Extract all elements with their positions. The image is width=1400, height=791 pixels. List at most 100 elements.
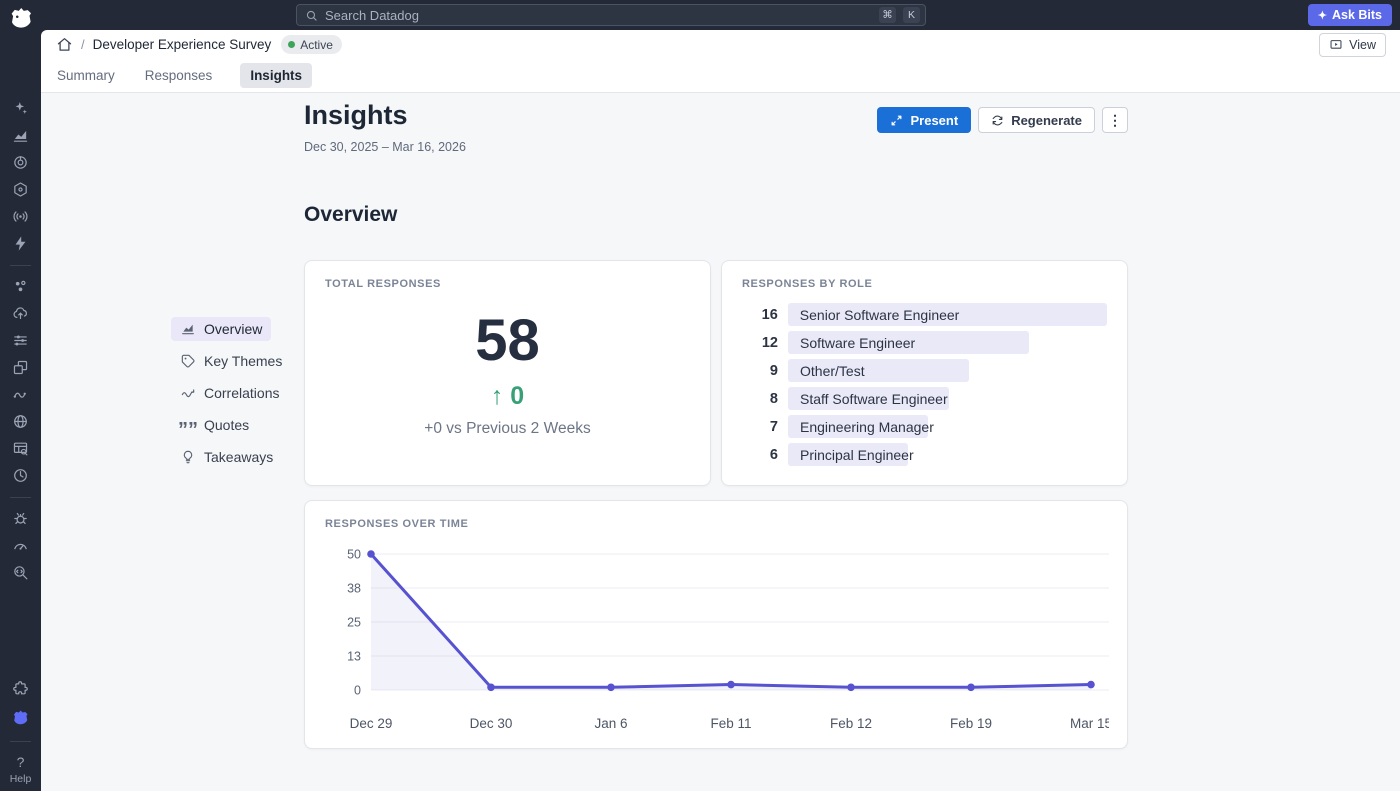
role-bar: Other/Test [788,359,969,382]
help-button[interactable]: ? Help [9,754,32,785]
home-icon[interactable] [56,36,73,53]
sparkle-icon: ✦ [1317,9,1327,22]
refresh-icon [992,115,1003,125]
content-shell: / Developer Experience Survey Active Vie… [41,30,1400,791]
overview-chart-icon [180,321,196,337]
total-responses-card: TOTAL RESPONSES 58 ↑ 0 +0 vs Previous 2 … [304,260,711,486]
compass-icon[interactable] [12,467,29,484]
role-bar: Principal Engineer [788,443,914,466]
role-bar-row: 6 Principal Engineer [742,443,1107,466]
tag-icon [180,353,196,369]
svg-text:13: 13 [347,650,361,664]
role-bar-row: 7 Engineering Manager [742,415,1107,438]
main-panel: Insights Dec 30, 2025 – Mar 16, 2026 Pre… [41,92,1400,791]
role-count: 6 [769,446,778,463]
kebab-icon: ⋮ [1108,111,1122,128]
role-bar-row: 12 Software Engineer [742,331,1107,354]
ask-bits-button[interactable]: ✦ Ask Bits [1307,4,1392,26]
role-count: 7 [769,418,778,435]
datadog-active-icon[interactable] [10,707,31,728]
view-button[interactable]: View [1319,32,1386,57]
gauge-icon[interactable] [12,537,29,554]
quotes-icon: ”” [178,419,198,441]
breadcrumb: / Developer Experience Survey Active Vie… [41,30,1400,59]
cloud-icon[interactable] [12,305,29,322]
nav-item-takeaways[interactable]: Takeaways [171,445,282,469]
code-search-icon[interactable] [12,564,29,581]
total-responses-value: 58 [475,308,540,373]
rail-divider [10,265,31,266]
svg-text:38: 38 [347,582,361,596]
role-bar: Staff Software Engineer [788,387,949,410]
present-button[interactable]: Present [877,107,972,133]
card-label: RESPONSES OVER TIME [325,518,469,530]
question-icon: ? [16,754,25,770]
role-bar-row: 16 Senior Software Engineer [742,303,1107,326]
card-label: RESPONSES BY ROLE [742,278,873,290]
nav-item-key-themes[interactable]: Key Themes [171,349,291,373]
svg-text:Dec 29: Dec 29 [350,716,393,731]
sliders-icon[interactable] [12,332,29,349]
breadcrumb-separator: / [81,37,85,52]
windows-icon[interactable] [12,359,29,376]
role-bar-chart: 16 Senior Software Engineer 12 Software Eng… [742,303,1107,466]
card-label: TOTAL RESPONSES [325,278,441,290]
date-range: Dec 30, 2025 – Mar 16, 2026 [304,140,466,154]
nav-item-quotes[interactable]: ”” Quotes [178,417,250,441]
rail-divider [10,741,31,742]
responses-over-time-card: RESPONSES OVER TIME 50 38 25 13 0 Dec 29 Dec 3… [304,500,1128,749]
status-dot-icon [288,41,296,48]
signal-icon[interactable] [12,208,29,225]
k-keycap: K [903,7,920,23]
nav-item-correlations[interactable]: Correlations [171,381,288,405]
svg-text:Dec 30: Dec 30 [470,716,513,731]
role-count: 8 [769,390,778,407]
target-icon[interactable] [12,154,29,171]
bolt-icon[interactable] [12,235,29,252]
datadog-logo[interactable] [6,3,36,33]
global-search[interactable]: ⌘ K [296,4,926,26]
section-title: Overview [304,203,398,226]
svg-text:25: 25 [347,616,361,630]
rail-divider [10,497,31,498]
role-count: 16 [761,306,778,323]
more-options-button[interactable]: ⋮ [1102,107,1128,133]
tab-responses[interactable]: Responses [144,68,213,83]
expand-icon [892,115,902,125]
search-icon [305,9,318,22]
responses-by-role-card: RESPONSES BY ROLE 16 Senior Software Engi… [721,260,1128,486]
svg-text:Mar 15: Mar 15 [1070,716,1109,731]
table-search-icon[interactable] [12,440,29,457]
tab-summary[interactable]: Summary [57,68,115,83]
hexagon-icon[interactable] [12,181,29,198]
link-icon[interactable] [12,386,29,403]
area-chart-icon[interactable] [12,127,29,144]
search-input[interactable] [325,7,872,23]
svg-text:Jan 6: Jan 6 [594,716,627,731]
svg-text:Feb 19: Feb 19 [950,716,992,731]
nav-item-overview[interactable]: Overview [171,317,272,341]
role-bar-row: 8 Staff Software Engineer [742,387,1107,410]
svg-text:Feb 12: Feb 12 [830,716,872,731]
status-badge: Active [281,35,342,54]
lightbulb-icon [180,449,196,465]
tab-insights[interactable]: Insights [240,63,313,88]
role-bar: Engineering Manager [788,415,934,438]
role-bar: Software Engineer [788,331,1029,354]
puzzle-icon[interactable] [12,680,29,697]
regenerate-button[interactable]: Regenerate [978,107,1095,133]
dots-cluster-icon[interactable] [12,278,29,295]
page-title: Insights [304,100,408,130]
globe-icon[interactable] [12,413,29,430]
correlation-icon [180,385,196,401]
svg-text:50: 50 [347,548,361,562]
responses-over-time-chart: 50 38 25 13 0 Dec 29 Dec 30 Jan 6 Feb 11 Feb 12 Fe… [347,548,1109,731]
bug-icon[interactable] [12,510,29,527]
comparison-text: +0 vs Previous 2 Weeks [424,420,591,437]
cmd-keycap: ⌘ [879,7,896,23]
role-count: 12 [761,334,778,351]
survey-title: Developer Experience Survey [92,37,272,52]
sparkles-icon[interactable] [12,100,29,117]
role-bar-row: 9 Other/Test [742,359,1107,382]
